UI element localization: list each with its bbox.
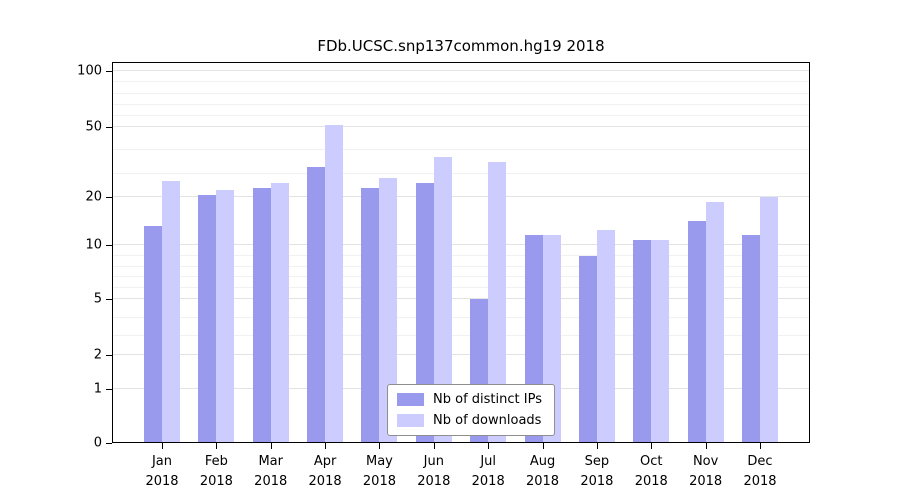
x-tick-mark-may bbox=[379, 443, 381, 449]
x-tick-label-oct: Oct 2018 bbox=[634, 454, 668, 489]
bar-distinct-ips-mar bbox=[252, 187, 271, 443]
bar-distinct-ips-oct bbox=[633, 240, 652, 443]
bar-downloads-feb bbox=[216, 189, 235, 443]
minor-gridline-6 bbox=[112, 287, 810, 289]
x-tick-label-sep: Sep 2018 bbox=[580, 454, 614, 489]
minor-gridline-3 bbox=[112, 335, 810, 337]
x-tick-mark-jan bbox=[162, 443, 163, 449]
y-tick-label-100: 100 bbox=[77, 63, 102, 79]
y-tick-label-0: 0 bbox=[93, 435, 102, 451]
bar-distinct-ips-may bbox=[361, 187, 380, 443]
y-tick-mark-0 bbox=[106, 443, 112, 444]
y-tick-mark-2 bbox=[106, 354, 112, 356]
gridline-100 bbox=[112, 70, 810, 72]
minor-gridline-30 bbox=[112, 172, 810, 174]
bar-downloads-oct bbox=[651, 240, 670, 443]
x-tick-label-dec: Dec 2018 bbox=[743, 454, 777, 489]
y-tick-label-2: 2 bbox=[93, 347, 102, 363]
y-tick-mark-5 bbox=[106, 298, 112, 300]
minor-gridline-60 bbox=[112, 114, 810, 116]
legend-item-downloads: Nb of downloads bbox=[397, 413, 542, 428]
bar-downloads-jan bbox=[162, 180, 180, 443]
y-tick-label-1: 1 bbox=[93, 381, 102, 397]
legend: Nb of distinct IPs Nb of downloads bbox=[387, 384, 555, 436]
bar-distinct-ips-feb bbox=[198, 194, 217, 443]
x-tick-mark-mar bbox=[270, 443, 272, 449]
y-tick-mark-50 bbox=[106, 127, 112, 129]
y-tick-mark-20 bbox=[106, 196, 112, 198]
x-tick-mark-feb bbox=[216, 443, 218, 449]
chart-title: FDb.UCSC.snp137common.hg19 2018 bbox=[317, 37, 605, 55]
bar-distinct-ips-nov bbox=[687, 220, 706, 443]
minor-gridline-4 bbox=[112, 316, 810, 318]
y-tick-mark-1 bbox=[106, 388, 112, 390]
x-tick-mark-apr bbox=[325, 443, 327, 449]
minor-gridline-40 bbox=[112, 149, 810, 151]
x-tick-label-jul: Jul 2018 bbox=[471, 454, 505, 489]
y-tick-label-5: 5 bbox=[93, 291, 102, 307]
minor-gridline-80 bbox=[112, 92, 810, 94]
gridline-2 bbox=[112, 354, 810, 355]
bar-downloads-dec bbox=[760, 196, 778, 443]
x-tick-mark-jun bbox=[433, 443, 435, 449]
x-tick-label-apr: Apr 2018 bbox=[308, 454, 342, 489]
x-tick-label-aug: Aug 2018 bbox=[525, 454, 560, 489]
bar-distinct-ips-sep bbox=[578, 255, 597, 443]
y-tick-mark-10 bbox=[106, 244, 112, 246]
bar-distinct-ips-jun bbox=[415, 182, 434, 443]
bar-downloads-apr bbox=[325, 124, 344, 443]
x-tick-mark-aug bbox=[542, 443, 544, 449]
y-tick-label-20: 20 bbox=[85, 189, 102, 205]
bar-downloads-nov bbox=[705, 201, 724, 443]
x-tick-label-nov: Nov 2018 bbox=[689, 454, 723, 489]
minor-gridline-7 bbox=[112, 276, 810, 278]
bar-downloads-mar bbox=[270, 182, 289, 443]
legend-label-downloads: Nb of downloads bbox=[433, 413, 542, 428]
gridline-20 bbox=[112, 195, 810, 197]
x-tick-mark-sep bbox=[596, 443, 598, 449]
bar-distinct-ips-dec bbox=[742, 235, 760, 443]
x-tick-label-jan: Jan 2018 bbox=[145, 454, 179, 489]
gridline-10 bbox=[112, 243, 810, 245]
x-tick-label-may: May 2018 bbox=[362, 454, 396, 489]
bar-downloads-jul bbox=[488, 162, 507, 443]
bar-downloads-jun bbox=[433, 157, 452, 443]
gridline-5 bbox=[112, 297, 810, 299]
legend-swatch-distinct-ips bbox=[397, 393, 425, 406]
x-tick-mark-dec bbox=[760, 443, 761, 449]
x-tick-label-mar: Mar 2018 bbox=[254, 454, 288, 489]
minor-gridline-9 bbox=[112, 254, 810, 256]
x-tick-mark-jul bbox=[488, 443, 490, 449]
minor-gridline-90 bbox=[112, 81, 810, 83]
y-tick-mark-100 bbox=[106, 71, 112, 73]
minor-gridline-70 bbox=[112, 103, 810, 105]
x-tick-label-jun: Jun 2018 bbox=[417, 454, 451, 489]
x-tick-mark-oct bbox=[651, 443, 653, 449]
legend-swatch-downloads bbox=[397, 414, 425, 427]
legend-label-distinct-ips: Nb of distinct IPs bbox=[433, 392, 542, 407]
bar-downloads-may bbox=[379, 178, 398, 443]
plot-area: Nb of distinct IPs Nb of downloads bbox=[112, 62, 810, 443]
bar-distinct-ips-apr bbox=[307, 166, 326, 443]
bar-distinct-ips-jan bbox=[144, 225, 162, 443]
bar-downloads-sep bbox=[596, 230, 615, 443]
y-tick-label-50: 50 bbox=[85, 119, 102, 135]
gridline-50 bbox=[112, 126, 810, 128]
x-tick-mark-nov bbox=[705, 443, 707, 449]
x-tick-label-feb: Feb 2018 bbox=[199, 454, 233, 489]
legend-item-distinct-ips: Nb of distinct IPs bbox=[397, 392, 542, 407]
minor-gridline-8 bbox=[112, 265, 810, 267]
y-tick-label-10: 10 bbox=[85, 237, 102, 253]
